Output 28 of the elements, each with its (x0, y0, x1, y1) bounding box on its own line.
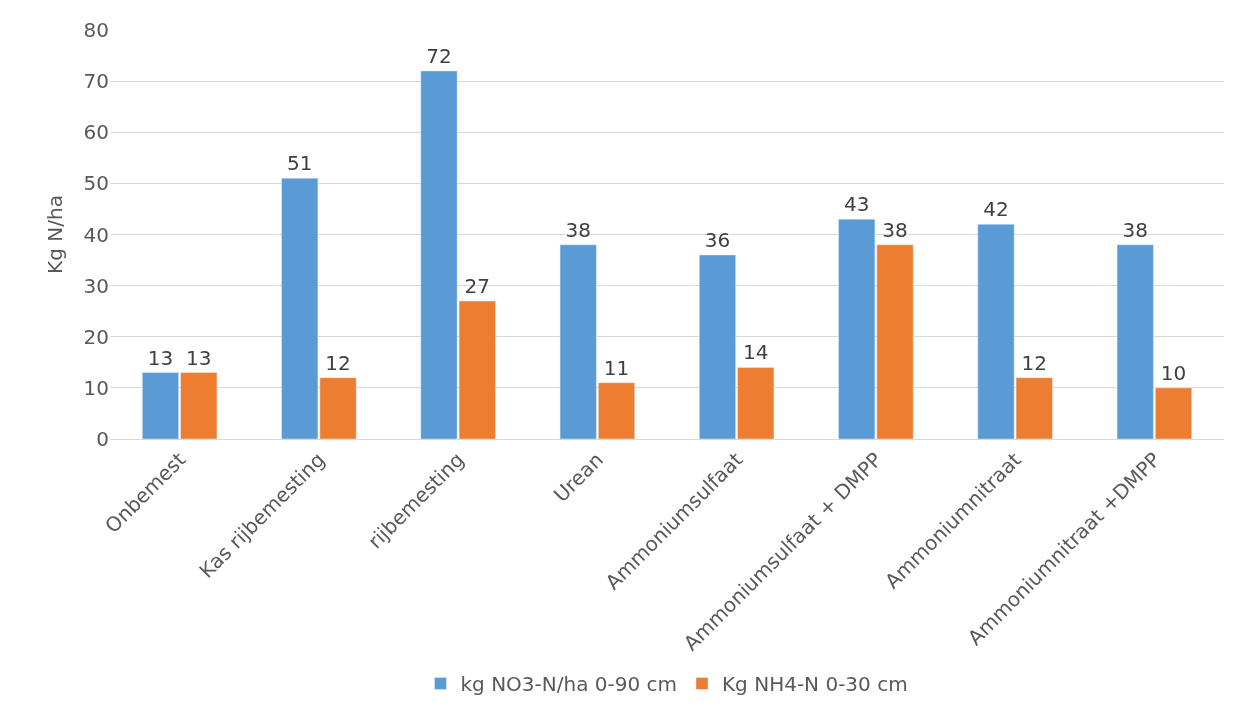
data-label: 12 (325, 350, 351, 375)
y-tick-label: 40 (83, 222, 109, 247)
y-tick-label: 0 (96, 427, 109, 451)
data-label: 43 (844, 192, 870, 217)
y-tick-label: 10 (83, 375, 109, 400)
y-tick-label: 60 (83, 120, 109, 145)
data-label: 38 (1122, 217, 1148, 242)
legend-label: Kg NH4-N 0-30 cm (722, 672, 908, 697)
data-label: 38 (882, 217, 908, 242)
data-label: 12 (1021, 350, 1047, 375)
y-tick-label: 80 (83, 18, 109, 42)
data-label: 72 (426, 43, 452, 68)
data-label: 10 (1160, 360, 1187, 385)
data-label: 42 (983, 197, 1009, 222)
data-label: 36 (704, 227, 731, 252)
y-tick-label: 30 (83, 273, 109, 298)
legend-label: kg NO3-N/ha 0-90 cm (460, 672, 677, 697)
data-label: 51 (287, 151, 313, 176)
data-label: 14 (743, 340, 769, 365)
y-tick-label: 50 (83, 171, 109, 196)
data-label: 13 (186, 345, 212, 370)
y-axis-title: Kg N/ha (43, 195, 68, 274)
data-label: 11 (603, 355, 630, 380)
data-label: 27 (464, 273, 490, 298)
y-tick-label: 70 (83, 69, 109, 94)
data-label: 13 (147, 345, 174, 370)
y-tick-label: 20 (83, 324, 109, 349)
data-label: 38 (565, 217, 591, 242)
